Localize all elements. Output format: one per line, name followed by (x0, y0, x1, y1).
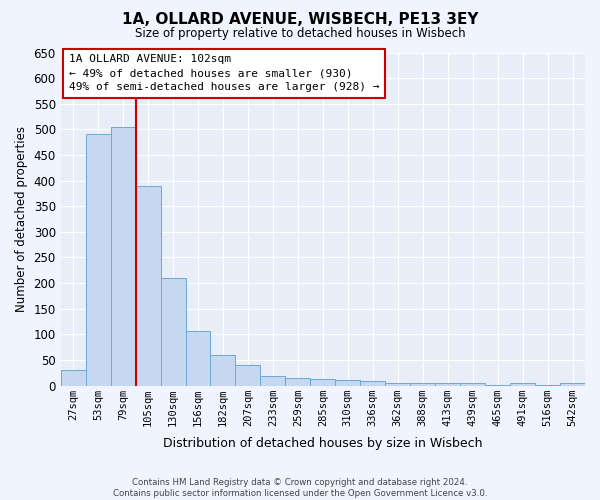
Bar (211, 356, 235, 386)
X-axis label: Distribution of detached houses by size in Wisbech: Distribution of detached houses by size … (163, 437, 482, 450)
Text: Size of property relative to detached houses in Wisbech: Size of property relative to detached ho… (134, 28, 466, 40)
Bar (86, 134, 110, 386)
Bar (61, 370, 86, 386)
Bar (185, 331, 211, 386)
Bar (410, 383, 435, 386)
Bar (510, 383, 535, 386)
Bar (535, 384, 560, 386)
Bar (235, 365, 260, 386)
Bar (260, 376, 286, 386)
Bar (460, 383, 485, 386)
Bar (385, 383, 410, 386)
Bar (161, 278, 185, 386)
Text: Contains HM Land Registry data © Crown copyright and database right 2024.
Contai: Contains HM Land Registry data © Crown c… (113, 478, 487, 498)
Bar (435, 383, 460, 386)
Bar (136, 186, 161, 386)
Text: 1A, OLLARD AVENUE, WISBECH, PE13 3EY: 1A, OLLARD AVENUE, WISBECH, PE13 3EY (122, 12, 478, 28)
Bar (360, 381, 385, 386)
Bar (335, 380, 360, 386)
Bar (286, 378, 310, 386)
Y-axis label: Number of detached properties: Number of detached properties (15, 126, 28, 312)
Bar (485, 384, 510, 386)
Bar (310, 380, 335, 386)
Bar (560, 383, 585, 386)
Bar (110, 127, 136, 386)
Text: 1A OLLARD AVENUE: 102sqm
← 49% of detached houses are smaller (930)
49% of semi-: 1A OLLARD AVENUE: 102sqm ← 49% of detach… (68, 54, 379, 92)
